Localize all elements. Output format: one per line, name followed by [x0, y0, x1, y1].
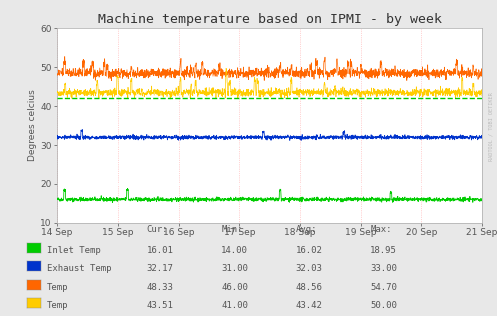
Text: 46.00: 46.00: [221, 283, 248, 292]
Text: 43.51: 43.51: [147, 301, 173, 310]
Text: 48.33: 48.33: [147, 283, 173, 292]
Text: Temp: Temp: [47, 283, 69, 292]
Text: Cur:: Cur:: [147, 225, 168, 234]
Text: 31.00: 31.00: [221, 264, 248, 273]
Text: 33.00: 33.00: [370, 264, 397, 273]
Text: 41.00: 41.00: [221, 301, 248, 310]
Text: Max:: Max:: [370, 225, 392, 234]
Title: Machine temperature based on IPMI - by week: Machine temperature based on IPMI - by w…: [97, 13, 442, 26]
Text: 32.17: 32.17: [147, 264, 173, 273]
Text: 14.00: 14.00: [221, 246, 248, 255]
Text: 16.02: 16.02: [296, 246, 323, 255]
Text: 43.42: 43.42: [296, 301, 323, 310]
Text: Exhaust Temp: Exhaust Temp: [47, 264, 112, 273]
Text: 16.01: 16.01: [147, 246, 173, 255]
Text: Min:: Min:: [221, 225, 243, 234]
Text: RADTOOL / TOBI OETIKER: RADTOOL / TOBI OETIKER: [489, 92, 494, 161]
Text: 48.56: 48.56: [296, 283, 323, 292]
Text: 18.95: 18.95: [370, 246, 397, 255]
Text: 32.03: 32.03: [296, 264, 323, 273]
Text: Avg:: Avg:: [296, 225, 317, 234]
Text: 50.00: 50.00: [370, 301, 397, 310]
Text: Temp: Temp: [47, 301, 69, 310]
Text: 54.70: 54.70: [370, 283, 397, 292]
Y-axis label: Degrees celcius: Degrees celcius: [28, 90, 37, 161]
Text: Inlet Temp: Inlet Temp: [47, 246, 101, 255]
